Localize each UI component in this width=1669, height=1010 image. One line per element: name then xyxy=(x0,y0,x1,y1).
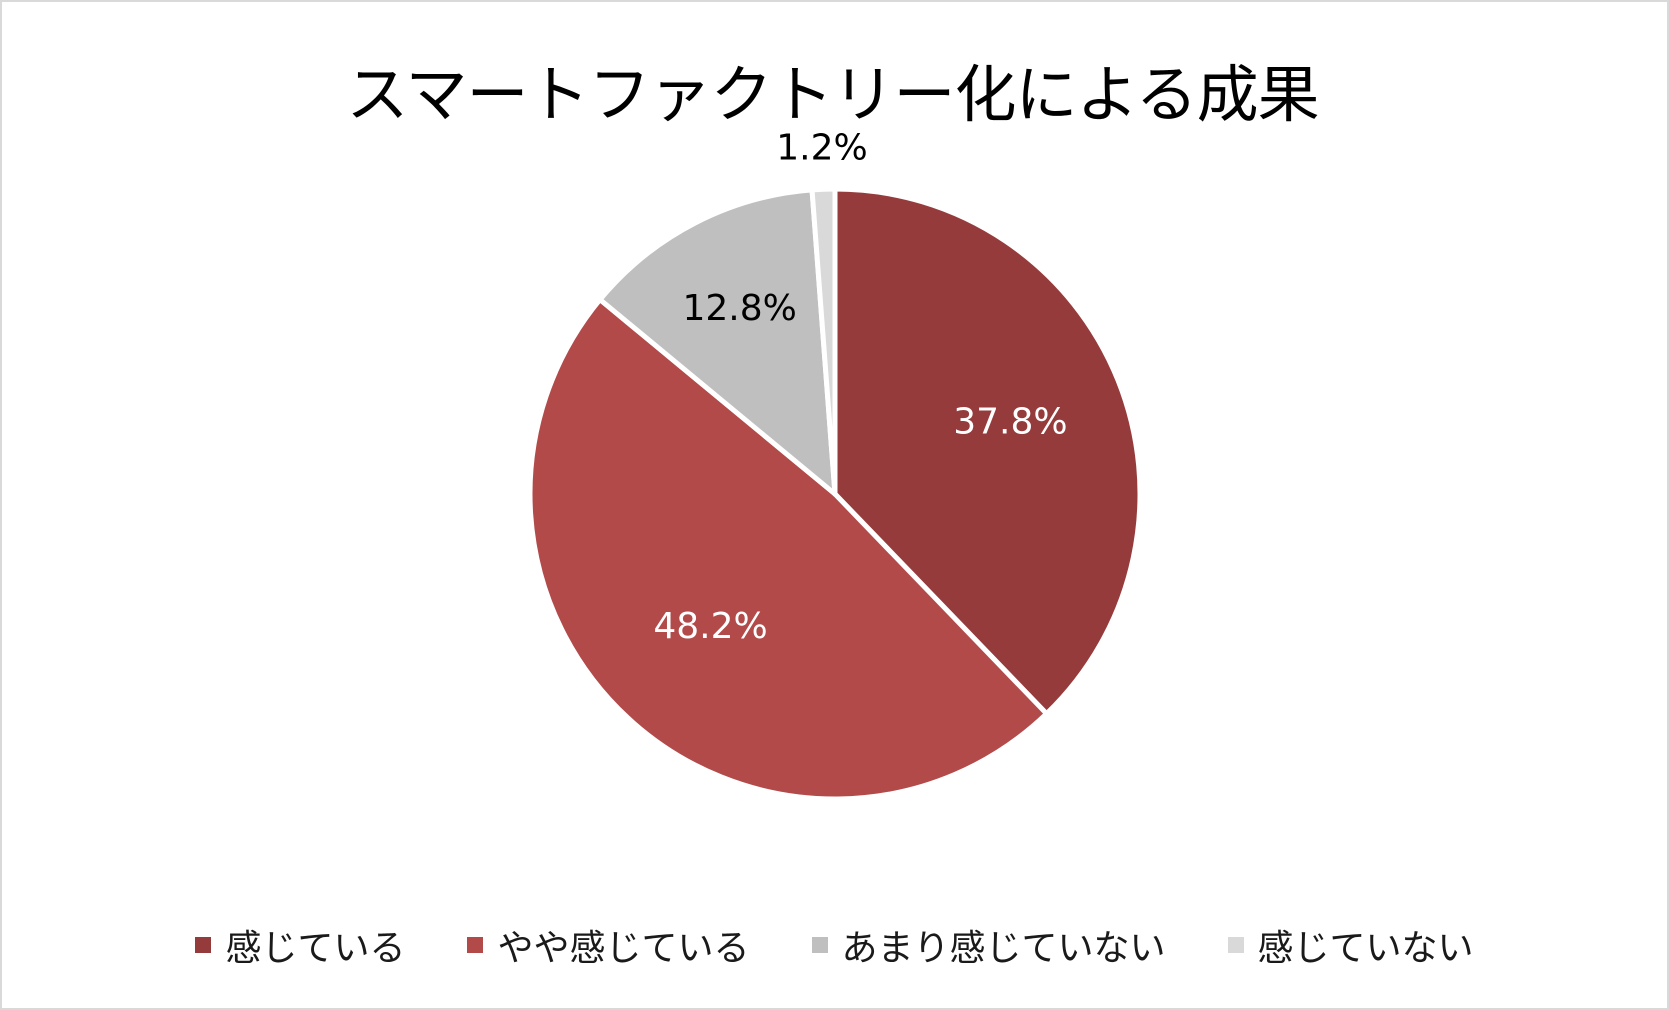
data-label-1: 37.8% xyxy=(953,401,1067,442)
legend-item-1: 感じている xyxy=(195,919,405,971)
legend-swatch xyxy=(195,937,212,953)
legend-swatch xyxy=(1227,937,1244,953)
legend-item-4: 感じていない xyxy=(1227,919,1474,971)
chart-legend: 感じている やや感じている あまり感じていない 感じていない xyxy=(0,915,1669,975)
legend-label: あまり感じていない xyxy=(841,928,1166,969)
legend-swatch xyxy=(467,937,484,953)
legend-item-2: やや感じている xyxy=(467,919,750,971)
data-label-3: 12.8% xyxy=(682,288,796,329)
legend-label: やや感じている xyxy=(497,928,750,969)
pie-slice-3 xyxy=(597,187,838,497)
pie-slice-2 xyxy=(527,297,1050,802)
data-label-4: 1.2% xyxy=(776,128,867,169)
legend-label: 感じている xyxy=(225,928,406,969)
data-label-2: 48.2% xyxy=(653,606,767,647)
pie-slice-4 xyxy=(809,186,838,497)
legend-swatch xyxy=(811,937,828,953)
legend-item-3: あまり感じていない xyxy=(811,919,1166,971)
pie-slice-1 xyxy=(832,186,1143,717)
legend-label: 感じていない xyxy=(1257,928,1474,969)
pie-data-labels: 37.8% 48.2% 12.8% 1.2% xyxy=(653,128,1067,648)
pie-slices xyxy=(527,186,1143,802)
chart-title: スマートファクトリー化による成果 xyxy=(346,58,1319,131)
